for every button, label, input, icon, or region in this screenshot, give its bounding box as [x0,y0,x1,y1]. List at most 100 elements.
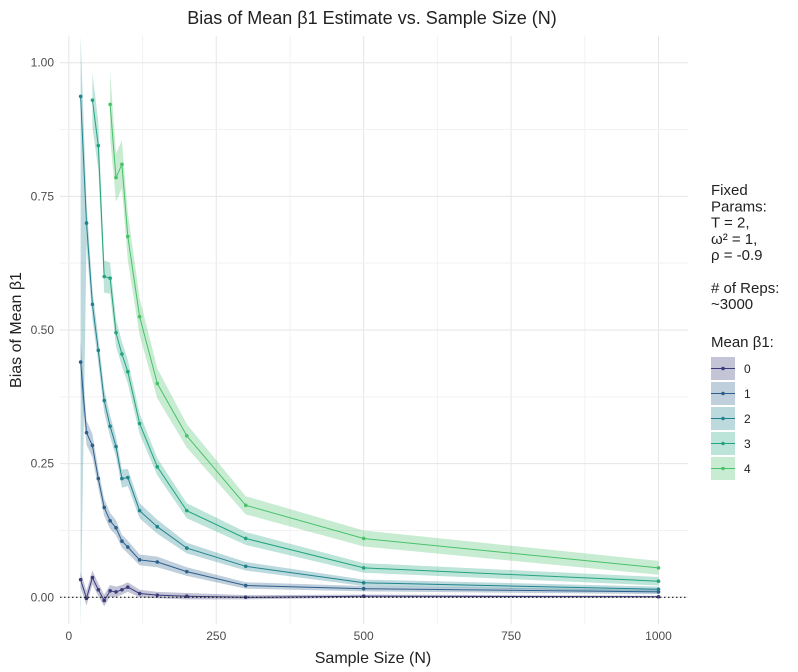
x-axis-label: Sample Size (N) [315,650,431,667]
series-4-point [126,234,130,239]
series-1-point [114,525,118,530]
series-1-point [120,539,124,543]
series-3-point [126,369,130,374]
series-2-point [102,398,107,403]
series-2-point [361,581,366,585]
y-tick-label: 0.50 [31,323,55,337]
series-0-point [126,585,130,589]
series-2-point [155,524,160,529]
series-2-point [184,546,189,550]
legend-item-4: 4 [711,457,751,480]
y-tick-label: 1.00 [31,56,55,70]
legend-item-1: 1 [711,382,751,405]
series-2-point [656,587,661,592]
series-4-point [108,102,112,107]
series-4-line [109,104,659,569]
series-4-point [361,536,366,541]
series-0-point [184,594,189,599]
legend-label: 4 [744,462,751,476]
series-3-point [361,566,366,570]
series-2-point [96,348,101,353]
series-1-point [78,360,83,364]
series-0-point [78,577,83,582]
series-3-point [120,352,124,356]
series-4-ribbon [110,71,659,575]
y-tick-label: 0.75 [31,189,55,203]
legend-note-line: Params: [711,198,767,215]
series-0-point [102,598,107,603]
y-tick-label: 0.00 [31,590,55,604]
x-tick-label: 250 [206,629,226,643]
series-1-point [155,560,160,564]
series-4-point [137,314,142,319]
series-1-point [361,586,366,591]
series-2-point [84,221,89,225]
series-0-point [114,590,118,594]
legend-label: 3 [744,437,751,451]
legend-note-line: Fixed [711,182,748,199]
series-1-point [184,569,189,574]
legend-item-3: 3 [711,432,751,455]
series-3-point [137,421,142,426]
legend-key-point [721,366,725,371]
series-0-point [120,587,124,592]
series-3-point [184,508,189,513]
y-axis-label: Bias of Mean β1 [8,272,25,388]
series-0-point [155,593,160,597]
axes: 0 250 500 750 1000 0.00 0.25 0.50 0.75 1.00 [31,56,688,643]
legend-note-line: ω² = 1, [711,231,757,248]
legend-note-line: # of Reps: [711,280,779,297]
series-2-point [137,508,142,513]
plot-area [78,36,661,624]
grid [60,36,688,624]
x-tick-label: 1000 [645,629,672,643]
series-4-point [114,175,118,180]
y-tick-label: 0.25 [31,457,55,471]
series-1-point [108,519,112,523]
series-1-point [656,590,661,594]
legend-note-line: ~3000 [711,296,753,313]
series-0-point [96,587,101,592]
series-0-point [137,591,142,596]
series-3-point [155,465,160,469]
legend-key-point [721,441,725,446]
series-3-ribbon [92,73,659,586]
legend-key-point [721,416,725,421]
series-1-point [243,583,248,588]
series-3-point [108,276,112,280]
series-3-line [91,100,659,582]
series-0-point [108,589,112,593]
legend-label: 1 [744,387,751,401]
series-4-point [184,434,189,438]
series-2-point [78,94,83,99]
series-2-point [243,564,248,569]
series-2-point [126,475,130,480]
legend-item-0: 0 [711,357,751,380]
series-3-point [243,536,248,541]
series-3-point [102,274,107,279]
series-0-point [90,575,95,580]
legend-title: Mean β1: [711,334,774,351]
series-1-point [90,443,95,448]
series-2-point [114,444,118,449]
series-3-point [656,579,661,584]
x-tick-label: 750 [501,629,521,643]
series-2-line [80,96,659,590]
series-4-point [155,381,160,386]
legend-key-point [721,391,725,396]
legend-key-point [721,466,725,471]
series-2-point [108,424,112,429]
series-1-point [126,545,130,549]
series-1-point [137,558,142,562]
legend-note-line: T = 2, [711,215,750,232]
series-0-point [656,594,661,599]
legend-item-2: 2 [711,407,751,430]
legend-label: 0 [744,362,751,376]
series-0-point [84,596,89,601]
series-4-point [120,162,124,167]
series-2-point [120,476,124,481]
series-0-point [243,595,248,600]
series-1-point [84,430,89,435]
series-1-point [96,476,101,481]
series-3-point [96,143,101,148]
